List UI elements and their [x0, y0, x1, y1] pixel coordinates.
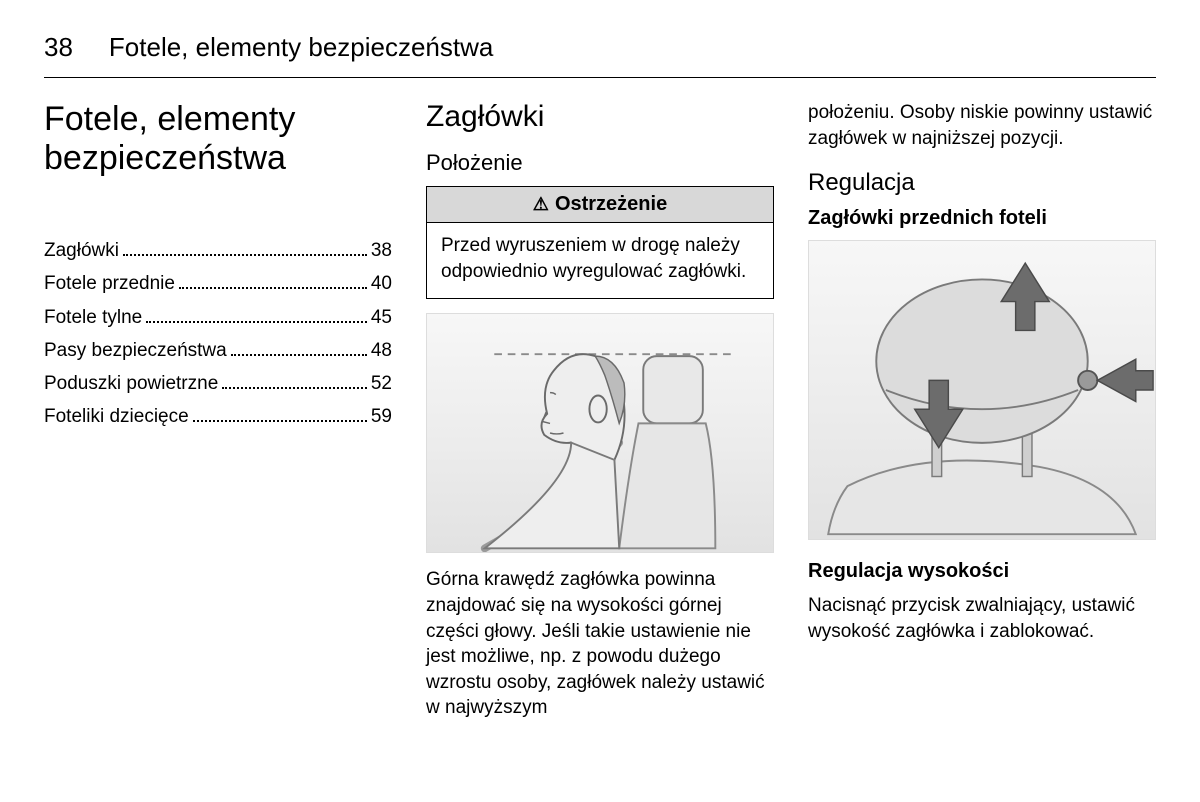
content-columns: Fotele, elementy bezpieczeństwa Zagłówki… — [44, 100, 1156, 721]
chapter-title: Fotele, elementy bezpieczeństwa — [44, 100, 392, 178]
toc-dots — [123, 254, 367, 256]
toc-dots — [222, 387, 367, 389]
illustration-headrest-adjust — [808, 240, 1156, 540]
page-header: 38 Fotele, elementy bezpieczeństwa — [44, 32, 1156, 78]
toc-row: Fotele przednie 40 — [44, 267, 392, 300]
warning-triangle-icon: ⚠ — [533, 194, 549, 214]
toc-row: Poduszki powietrzne 52 — [44, 367, 392, 400]
subsection-front-headrests: Zagłówki przednich foteli — [808, 207, 1156, 230]
toc-label: Fotele przednie — [44, 267, 175, 300]
toc-dots — [179, 287, 367, 289]
toc-page: 59 — [371, 400, 392, 433]
column-1: Fotele, elementy bezpieczeństwa Zagłówki… — [44, 100, 392, 721]
toc-row: Zagłówki 38 — [44, 234, 392, 267]
adjust-height-text: Nacisnąć przycisk zwalniający, ustawić w… — [808, 593, 1156, 644]
chapter-title-line1: Fotele, elementy — [44, 100, 295, 138]
toc-page: 48 — [371, 334, 392, 367]
warning-body-text: Przed wyruszeniem w drogę należy odpowie… — [427, 223, 773, 298]
subsection-polozenie: Położenie — [426, 150, 774, 176]
body-text-position: Górna krawędź zagłówka powinna znajdować… — [426, 567, 774, 721]
section-title-zaglowki: Zagłówki — [426, 100, 774, 134]
table-of-contents: Zagłówki 38 Fotele przednie 40 Fotele ty… — [44, 234, 392, 434]
toc-label: Poduszki powietrzne — [44, 367, 218, 400]
toc-label: Zagłówki — [44, 234, 119, 267]
adjust-height-title: Regulacja wysokości — [808, 560, 1156, 583]
column-2: Zagłówki Położenie ⚠ Ostrzeżenie Przed wy… — [426, 100, 774, 721]
continuation-text: położeniu. Osoby niskie powinny ustawić … — [808, 100, 1156, 151]
section-title-regulacja: Regulacja — [808, 169, 1156, 197]
toc-row: Foteliki dziecięce 59 — [44, 400, 392, 433]
toc-label: Foteliki dziecięce — [44, 400, 189, 433]
toc-page: 45 — [371, 301, 392, 334]
header-title: Fotele, elementy bezpieczeństwa — [109, 32, 493, 63]
toc-row: Pasy bezpieczeństwa 48 — [44, 334, 392, 367]
toc-row: Fotele tylne 45 — [44, 301, 392, 334]
toc-page: 40 — [371, 267, 392, 300]
warning-box: ⚠ Ostrzeżenie Przed wyruszeniem w drogę n… — [426, 186, 774, 299]
toc-dots — [231, 354, 367, 356]
toc-label: Fotele tylne — [44, 301, 142, 334]
toc-dots — [146, 321, 367, 323]
warning-heading: ⚠ Ostrzeżenie — [427, 187, 773, 223]
toc-dots — [193, 420, 367, 422]
toc-page: 52 — [371, 367, 392, 400]
chapter-title-line2: bezpieczeństwa — [44, 139, 286, 177]
toc-label: Pasy bezpieczeństwa — [44, 334, 227, 367]
column-3: położeniu. Osoby niskie powinny ustawić … — [808, 100, 1156, 721]
warning-heading-text: Ostrzeżenie — [555, 193, 667, 215]
toc-page: 38 — [371, 234, 392, 267]
illustration-head-position — [426, 313, 774, 553]
page-number: 38 — [44, 32, 73, 63]
